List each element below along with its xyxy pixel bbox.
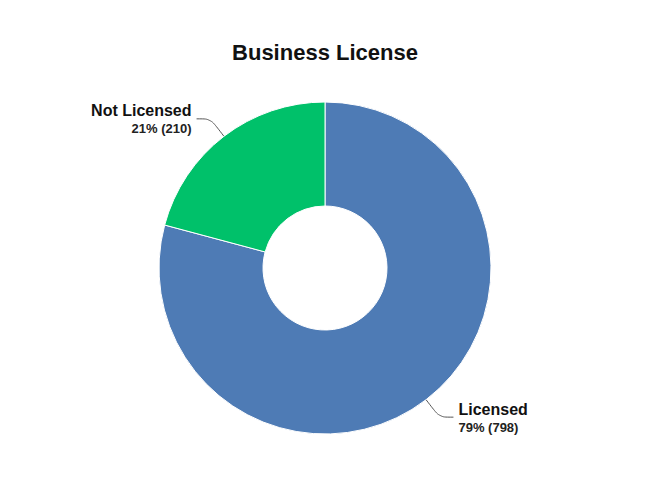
svg-text:Licensed: Licensed [458,401,527,418]
svg-text:21% (210): 21% (210) [132,121,192,136]
svg-text:Business License: Business License [232,40,418,65]
svg-text:79% (798): 79% (798) [458,420,518,435]
svg-text:Not Licensed: Not Licensed [91,102,191,119]
